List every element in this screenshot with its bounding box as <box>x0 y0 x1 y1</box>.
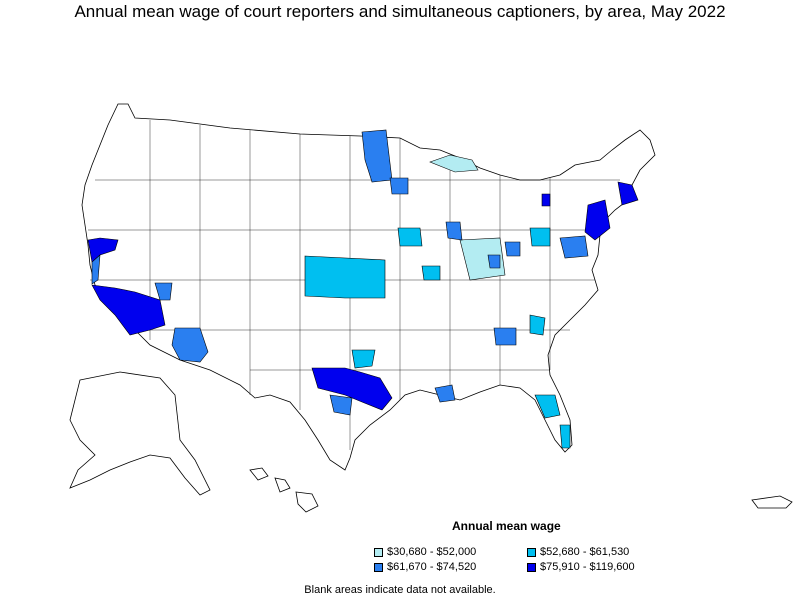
area-louisiana <box>434 384 456 403</box>
legend-swatch-4 <box>527 562 536 572</box>
legend-item-2: $52,680 - $61,530 <box>527 546 629 558</box>
area-central-california <box>91 254 101 285</box>
footnote: Blank areas indicate data not available. <box>304 584 496 596</box>
area-indiana-south <box>487 254 501 269</box>
area-texas-east <box>351 349 376 369</box>
area-buffalo <box>541 193 551 207</box>
area-illinois-indiana <box>459 237 506 281</box>
area-arizona <box>171 327 209 363</box>
area-michigan-up <box>429 154 479 173</box>
area-tennessee <box>493 327 517 346</box>
area-florida-south <box>559 424 571 449</box>
legend-label-2: $52,680 - $61,530 <box>540 546 630 558</box>
area-georgia <box>529 314 546 336</box>
legend-item-1: $30,680 - $52,000 <box>374 546 476 558</box>
legend-swatch-1 <box>374 547 383 557</box>
puerto-rico-outline <box>751 495 793 509</box>
area-las-vegas <box>154 282 173 301</box>
map-title: Annual mean wage of court reporters and … <box>74 2 726 21</box>
area-missouri <box>421 265 441 281</box>
area-kansas <box>304 255 386 299</box>
hawaii-outline <box>249 467 269 481</box>
legend-title: Annual mean wage <box>452 519 561 533</box>
legend-swatch-3 <box>374 562 383 572</box>
legend-label-1: $30,680 - $52,000 <box>387 546 477 558</box>
area-boston <box>617 181 639 206</box>
area-iowa <box>397 227 423 247</box>
area-new-york-nj <box>584 199 611 241</box>
area-minnesota <box>361 129 393 183</box>
legend-swatch-2 <box>527 547 536 557</box>
area-southern-california <box>91 284 166 336</box>
legend-item-4: $75,910 - $119,600 <box>527 561 635 573</box>
area-pennsylvania <box>559 235 589 259</box>
area-chicago <box>445 221 463 241</box>
legend-label-3: $61,670 - $74,520 <box>387 561 477 573</box>
legend-label-4: $75,910 - $119,600 <box>540 561 635 573</box>
area-texas-san-antonio <box>329 394 353 416</box>
area-ohio <box>529 227 551 247</box>
legend-item-3: $61,670 - $74,520 <box>374 561 476 573</box>
area-florida-central <box>534 394 561 419</box>
area-kentucky <box>504 241 521 257</box>
area-texas-central <box>311 367 393 411</box>
alaska-outline <box>69 371 211 496</box>
area-wisconsin <box>389 177 409 195</box>
